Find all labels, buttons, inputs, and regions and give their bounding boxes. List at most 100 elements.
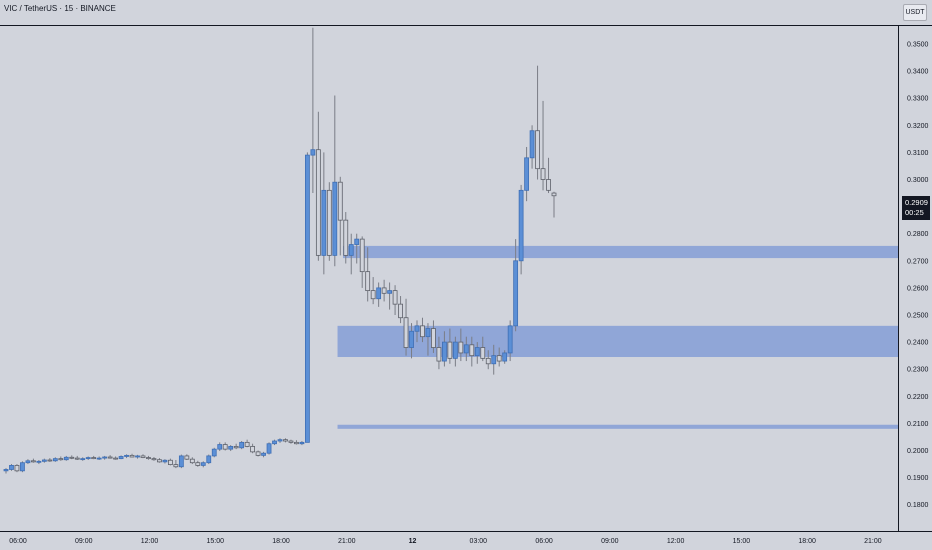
candle xyxy=(272,439,277,446)
candle-body xyxy=(398,303,403,319)
candle xyxy=(41,458,47,463)
time-axis[interactable]: 06:00 09:00 12:00 15:00 18:00 21:00 12 03:00 06:… xyxy=(9,538,882,545)
candle xyxy=(447,328,453,364)
price-tick-label: 0.3000 xyxy=(907,177,929,184)
candle xyxy=(321,152,327,275)
candle xyxy=(244,439,250,448)
price-tick-label: 0.3100 xyxy=(907,150,929,157)
candle-body xyxy=(178,455,184,468)
candle-body xyxy=(151,458,157,461)
candle-body xyxy=(222,444,228,450)
candle xyxy=(250,443,256,454)
candle xyxy=(326,182,332,261)
candle-body xyxy=(14,465,20,472)
candle xyxy=(74,455,80,460)
candle xyxy=(157,458,162,463)
candle-body xyxy=(425,328,431,338)
candle xyxy=(107,455,113,459)
candle-body xyxy=(239,441,245,449)
candle xyxy=(233,443,239,450)
price-tick-label: 0.1900 xyxy=(907,475,929,482)
price-tick-label: 0.2400 xyxy=(907,340,929,347)
candle xyxy=(189,457,195,465)
candle xyxy=(200,461,206,468)
candle xyxy=(25,459,31,465)
candle-body xyxy=(69,456,75,459)
candle-body xyxy=(58,458,64,461)
candle-body xyxy=(348,244,354,256)
candle xyxy=(102,455,108,460)
candle xyxy=(485,350,491,370)
candle-body xyxy=(25,460,31,464)
candle xyxy=(91,455,97,460)
candle-body xyxy=(326,189,332,256)
candle-body xyxy=(277,439,283,442)
price-tick-label: 0.2500 xyxy=(907,313,929,320)
candle-body xyxy=(370,290,376,300)
candle-body xyxy=(228,446,234,450)
plot-area[interactable] xyxy=(0,26,898,531)
candle xyxy=(458,328,464,362)
candle xyxy=(124,454,129,459)
candle-body xyxy=(146,457,151,460)
candle-body xyxy=(299,441,305,445)
candle xyxy=(409,323,414,359)
price-tick-label: 0.2300 xyxy=(907,367,929,374)
last-price: 0.2909 xyxy=(905,198,928,207)
candle-body xyxy=(129,454,135,458)
candle-body xyxy=(381,287,387,294)
bar-countdown: 00:25 xyxy=(905,208,924,217)
candle-body xyxy=(167,459,173,465)
candle xyxy=(162,459,168,464)
price-tick-label: 0.2800 xyxy=(907,231,929,238)
time-tick-label: 15:00 xyxy=(733,538,751,545)
candle xyxy=(80,457,86,461)
candle xyxy=(283,438,288,443)
price-axis[interactable]: 0.3500 0.3400 0.3300 0.3200 0.3100 0.3000 0.28… xyxy=(907,42,929,510)
candle-body xyxy=(409,330,414,348)
candle-body xyxy=(452,341,458,359)
candle xyxy=(211,447,217,458)
candle xyxy=(436,336,442,370)
candle xyxy=(47,458,53,462)
candle-body xyxy=(304,154,310,443)
candle-body xyxy=(431,328,436,348)
candle xyxy=(518,184,524,275)
time-tick-label: 18:00 xyxy=(272,538,290,545)
candle xyxy=(294,440,299,445)
candle-body xyxy=(491,355,497,365)
candle-body xyxy=(359,238,365,273)
candle xyxy=(365,247,371,302)
candle xyxy=(332,95,338,267)
time-tick-label: 12 xyxy=(409,538,417,545)
candle xyxy=(151,457,157,461)
candle-body xyxy=(20,462,25,472)
candle-body xyxy=(524,157,529,191)
candle-body xyxy=(261,452,266,456)
candle xyxy=(135,454,140,459)
candle-body xyxy=(74,457,80,460)
candle xyxy=(30,458,36,463)
candle-body xyxy=(211,448,217,457)
candle-body xyxy=(485,357,491,365)
time-tick-label: 21:00 xyxy=(338,538,356,545)
candle xyxy=(261,451,266,458)
candle xyxy=(480,336,486,362)
candle-body xyxy=(294,441,299,445)
candle xyxy=(113,456,118,460)
candle xyxy=(370,277,376,305)
candle xyxy=(304,152,310,443)
price-tick-label: 0.2000 xyxy=(907,448,929,455)
candle-body xyxy=(206,455,212,464)
price-tick-label: 0.2700 xyxy=(907,258,929,265)
time-tick-label: 18:00 xyxy=(798,538,816,545)
candle-body xyxy=(310,149,316,156)
candle xyxy=(69,455,75,460)
currency-button[interactable]: USDT xyxy=(903,4,927,21)
candle-body xyxy=(162,459,168,463)
candle xyxy=(20,461,25,473)
candle xyxy=(535,65,540,180)
candle-body xyxy=(469,344,475,357)
candle-body xyxy=(157,459,162,463)
